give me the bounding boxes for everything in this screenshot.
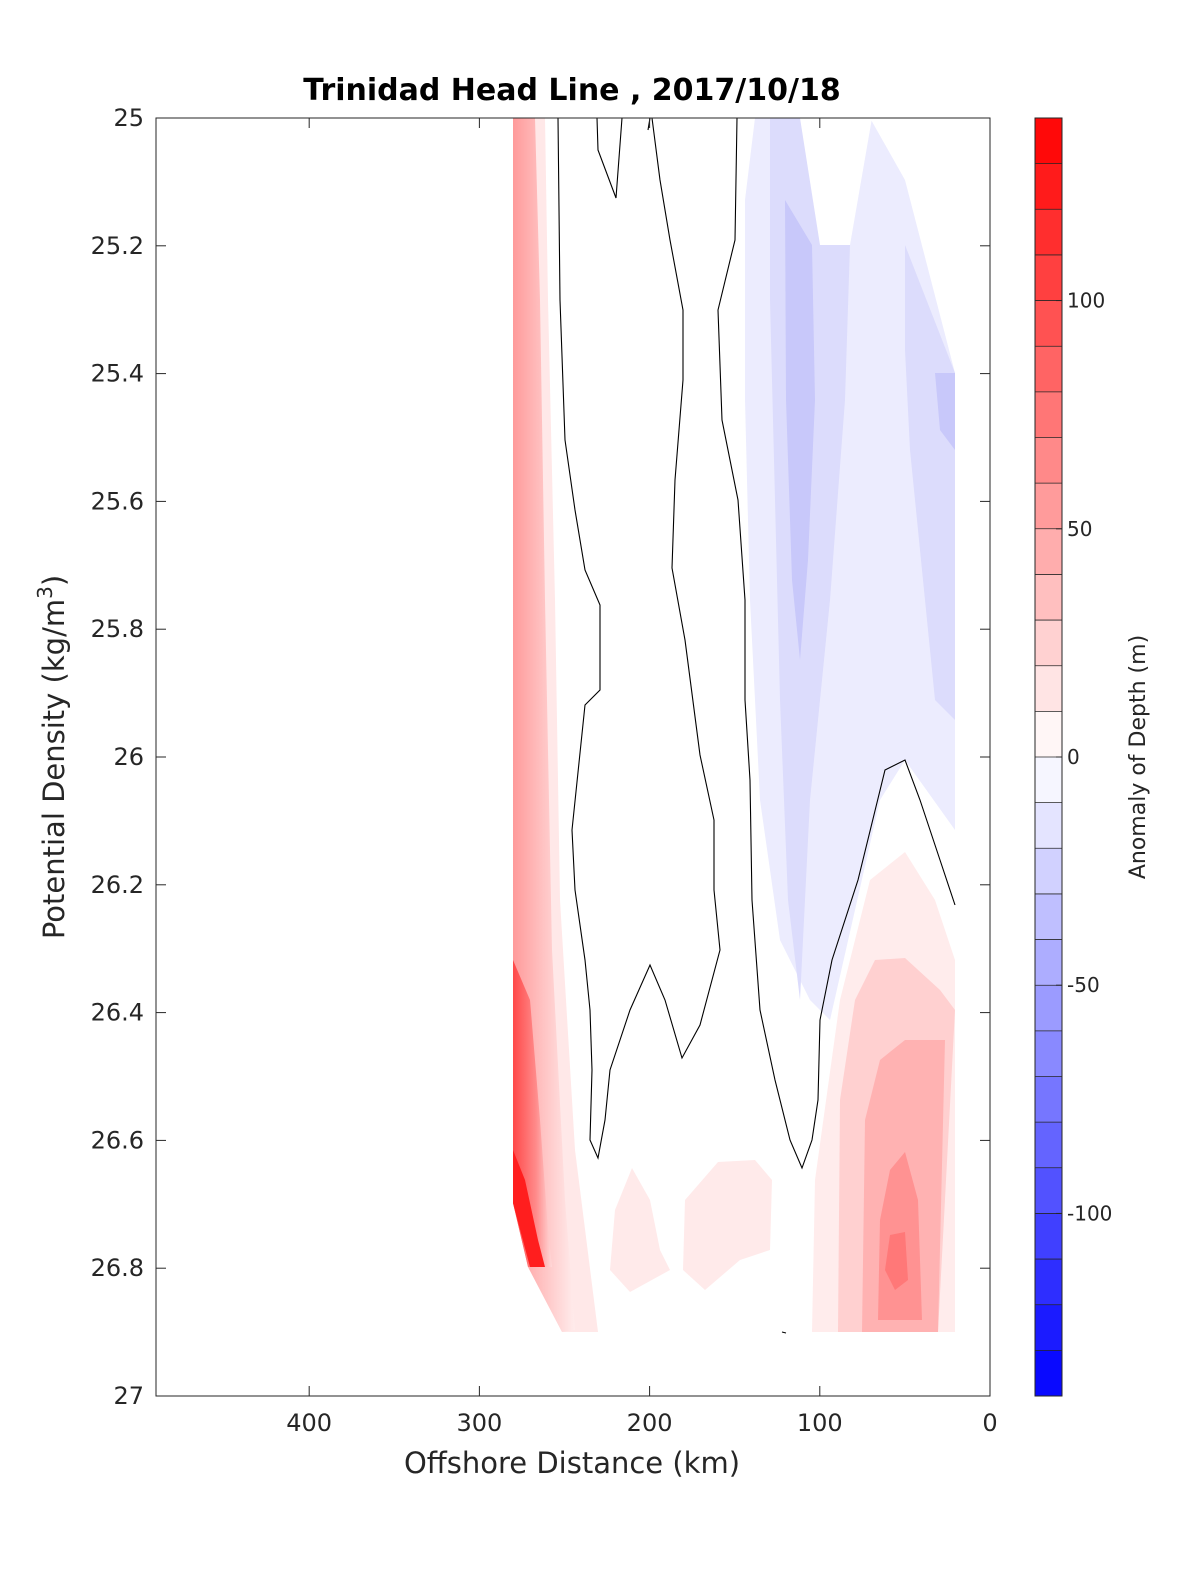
y-tick-label: 25 [113,104,144,132]
colorbar-level [1035,757,1062,804]
mid-positive-patch-2 [683,1160,772,1290]
colorbar-level [1035,346,1062,393]
nearshore-negative-core-right [935,373,955,450]
colorbar-level [1035,254,1062,302]
colorbar-label: Anomaly of Depth (m) [1126,635,1151,879]
colorbar-level [1035,1122,1062,1169]
y-axis-label: Potential Density (kg/m3) [33,575,71,939]
y-tick-label: 25.2 [91,232,144,260]
nearshore-negative-core [785,200,815,660]
y-tick-label: 26.4 [91,999,144,1027]
y-tick-label: 25.4 [91,360,144,388]
y-axis-label-superscript: 3 [33,586,57,599]
colorbar-level [1035,1076,1062,1123]
y-tick-label: 26.2 [91,871,144,899]
colorbar-level [1035,528,1062,575]
colorbar: 100 50 0 -50 -100 Anomaly of Depth (m) [1034,117,1151,1397]
chart-title: Trinidad Head Line , 2017/10/18 [303,73,840,108]
colorbar-level [1035,1167,1062,1214]
colorbar-tick-label: -50 [1067,973,1100,997]
colorbar-level [1035,893,1062,941]
y-axis: 25 25.2 25.4 25.6 25.8 26 26.2 26.4 26.6 26.8 27 [91,104,990,1410]
offshore-positive-band-max [513,1150,545,1267]
contour-fills [513,118,955,1332]
x-tick-label: 300 [456,1409,502,1437]
y-tick-label: 27 [113,1382,144,1410]
colorbar-level [1035,300,1062,347]
colorbar-tick-label: 0 [1067,745,1080,769]
colorbar-level [1035,939,1062,986]
colorbar-level [1035,118,1062,165]
y-axis-label-main: Potential Density (kg/m [37,599,71,939]
colorbar-level [1035,1304,1062,1351]
x-axis: 400 300 200 100 0 [286,118,998,1437]
x-tick-label: 200 [627,1409,673,1437]
colorbar-level [1035,848,1062,895]
x-tick-label: 0 [982,1409,997,1437]
colorbar-level [1035,437,1062,484]
mid-positive-patch-1 [610,1168,670,1292]
nearshore-positive-max [885,1232,908,1290]
zero-contour-4 [717,118,956,1170]
x-axis-label: Offshore Distance (km) [404,1446,740,1480]
colorbar-tick-label: 50 [1067,517,1092,541]
nearshore-negative-right [905,245,955,720]
y-tick-label: 26.8 [91,1254,144,1282]
colorbar-level [1035,483,1062,530]
colorbar-level [1035,574,1062,621]
y-axis-label-end: ) [37,575,71,586]
colorbar-level [1035,1030,1062,1077]
x-tick-label: 400 [286,1409,332,1437]
colorbar-level [1035,1350,1062,1397]
colorbar-level [1035,1213,1062,1260]
y-tick-label: 26 [113,743,144,771]
x-tick-label: 100 [797,1409,843,1437]
colorbar-level [1035,802,1062,849]
colorbar-ticks: 100 50 0 -50 -100 [1056,289,1112,1225]
zero-contour-1 [557,118,721,1160]
colorbar-tick-label: -100 [1067,1201,1112,1225]
zero-contours [557,118,956,1334]
y-tick-label: 25.8 [91,615,144,643]
colorbar-level [1035,163,1062,210]
colorbar-level [1035,711,1062,758]
zero-contour-2 [596,118,623,199]
y-tick-label: 26.6 [91,1126,144,1154]
colorbar-level [1035,391,1062,438]
y-tick-label: 25.6 [91,487,144,515]
zero-contour-5 [781,1331,787,1334]
colorbar-level [1035,985,1062,1032]
colorbar-level [1035,620,1062,667]
colorbar-level [1035,665,1062,712]
colorbar-steps [1035,118,1062,1397]
colorbar-level [1035,209,1062,256]
colorbar-tick-label: 100 [1067,289,1105,313]
colorbar-level [1035,1259,1062,1306]
